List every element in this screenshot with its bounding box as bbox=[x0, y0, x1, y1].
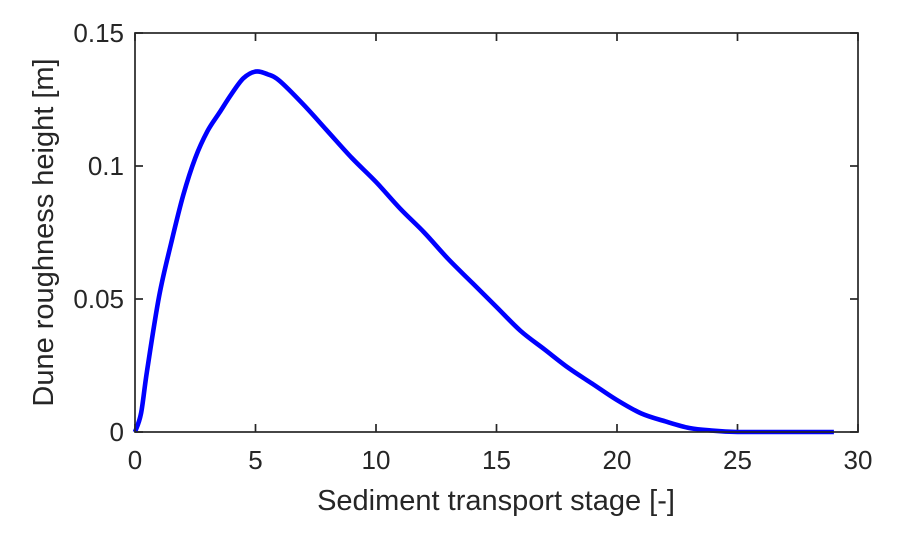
y-axis-label: Dune roughness height [m] bbox=[28, 58, 60, 406]
data-line-dune-roughness bbox=[132, 69, 834, 435]
x-tick-label: 25 bbox=[723, 445, 752, 475]
x-tick-label: 30 bbox=[844, 445, 873, 475]
x-tick-label: 20 bbox=[603, 445, 632, 475]
axes-box bbox=[134, 32, 859, 433]
x-axis-label: Sediment transport stage [-] bbox=[317, 485, 675, 517]
x-tick-label: 15 bbox=[482, 445, 511, 475]
x-tick-label: 10 bbox=[362, 445, 391, 475]
x-tick-label: 5 bbox=[248, 445, 262, 475]
y-tick-label: 0 bbox=[110, 417, 124, 447]
x-tick-label: 0 bbox=[128, 445, 142, 475]
y-tick-label: 0.1 bbox=[88, 151, 124, 181]
axis-tick-marks bbox=[134, 32, 859, 433]
y-tick-label: 0.05 bbox=[73, 284, 124, 314]
y-tick-label: 0.15 bbox=[73, 18, 124, 48]
axis-tick-labels: 0 5 10 15 20 25 30 0 0.05 0.1 0.15 bbox=[73, 18, 872, 475]
